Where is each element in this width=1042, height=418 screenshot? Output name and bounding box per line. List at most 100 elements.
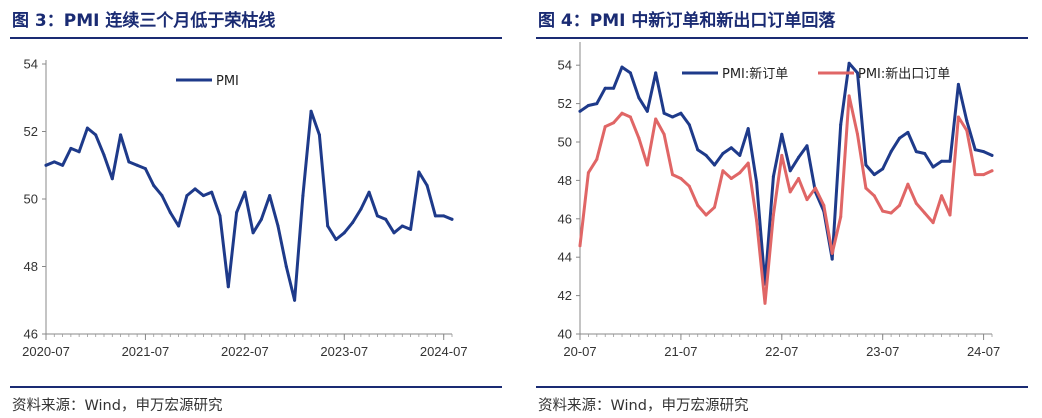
series-2 [578, 94, 994, 305]
y-tick-label: 44 [558, 250, 572, 265]
y-tick-label: 52 [558, 96, 572, 111]
series-line [578, 94, 994, 305]
data-point [392, 231, 396, 235]
data-point [990, 169, 994, 173]
data-point [923, 211, 927, 215]
data-point [923, 152, 927, 155]
y-tick-label: 46 [558, 211, 572, 226]
data-point [679, 177, 683, 180]
data-point [780, 153, 784, 157]
data-point [738, 171, 742, 175]
data-point [788, 190, 792, 194]
data-point [433, 214, 437, 218]
data-point [704, 213, 708, 217]
data-point [69, 146, 73, 150]
data-point [152, 184, 156, 187]
source-divider [536, 386, 1028, 388]
data-point [612, 121, 616, 125]
data-point [982, 150, 986, 154]
x-tick-label: 2021-07 [122, 344, 170, 359]
data-point [94, 133, 98, 137]
x-tick-label: 23-07 [866, 344, 899, 359]
data-point [259, 217, 263, 221]
data-point [847, 61, 851, 65]
data-point [185, 194, 189, 198]
data-point [973, 148, 977, 152]
data-point [856, 71, 859, 75]
data-point [442, 214, 446, 218]
data-point [746, 161, 750, 165]
data-point [662, 132, 666, 136]
x-tick-label: 24-07 [967, 344, 1000, 359]
data-point [309, 109, 313, 113]
data-point [839, 215, 843, 219]
data-point [914, 150, 918, 154]
data-point [367, 190, 371, 194]
data-point [342, 231, 346, 235]
source-divider [10, 386, 502, 388]
y-tick-label: 54 [558, 58, 572, 73]
right-figure-panel: 图 4：PMI 中新订单和新出口订单回落 40 42 44 46 48 50 52 54 20-… [526, 0, 1038, 418]
data-point [696, 203, 700, 207]
data-point [628, 71, 632, 75]
data-point [713, 205, 716, 209]
data-point [359, 207, 363, 211]
data-point [671, 115, 674, 119]
data-point [603, 86, 607, 90]
data-point [830, 257, 834, 261]
data-point [738, 153, 742, 157]
data-point [940, 159, 944, 163]
data-point [384, 217, 388, 221]
data-point [889, 211, 893, 215]
data-point [143, 167, 147, 171]
data-point [375, 214, 379, 218]
data-point [595, 157, 599, 161]
data-point [956, 115, 960, 119]
data-point [898, 203, 901, 207]
data-point [948, 159, 952, 163]
data-point [973, 173, 977, 177]
data-point [637, 136, 641, 140]
data-point [729, 177, 733, 180]
data-point [687, 184, 691, 188]
series-1 [44, 109, 454, 302]
data-point [847, 94, 851, 98]
data-point [251, 231, 255, 235]
data-point [603, 125, 607, 129]
title-divider [536, 37, 1028, 39]
data-point [889, 150, 893, 154]
data-point [301, 194, 305, 198]
x-tick-label: 21-07 [664, 344, 697, 359]
data-point [839, 123, 843, 127]
source-note: 资料来源：Wind，申万宏源研究 [12, 398, 223, 414]
data-point [317, 133, 321, 137]
data-point [226, 285, 230, 289]
new-orders-line-chart: 40 42 44 46 48 50 52 54 20-07 21-07 22-07 23-07 24-0… [558, 42, 1000, 359]
data-point [210, 190, 214, 194]
data-point [243, 190, 247, 194]
data-point [872, 173, 876, 177]
data-point [61, 163, 65, 167]
y-tick-label: 52 [24, 124, 38, 139]
series-line [44, 109, 454, 302]
x-tick-label: 2024-07 [420, 344, 468, 359]
figure-title: 图 4：PMI 中新订单和新出口订单回落 [538, 11, 836, 31]
data-point [620, 65, 624, 69]
data-point [52, 160, 56, 164]
data-point [898, 136, 901, 140]
data-point [177, 224, 181, 228]
data-point [409, 227, 413, 231]
y-tick-label: 48 [558, 173, 572, 188]
data-point [721, 169, 725, 173]
data-point [268, 194, 272, 198]
data-point [578, 109, 582, 113]
legend: PMI [176, 74, 239, 89]
data-point [168, 211, 172, 214]
data-point [586, 171, 590, 175]
x-tick-label: 20-07 [563, 344, 596, 359]
data-point [805, 144, 809, 148]
data-point [417, 170, 421, 174]
pmi-line-chart: 46 48 50 52 54 2020-07 2021-07 2022-07 2023-07 20… [22, 57, 468, 360]
data-point [864, 163, 868, 167]
left-figure-panel: 图 3：PMI 连续三个月低于荣枯线 46 48 50 52 54 2020-07 2021… [0, 0, 512, 418]
